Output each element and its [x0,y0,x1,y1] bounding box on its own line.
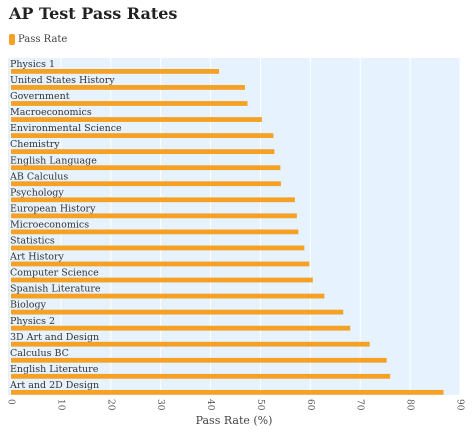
bar-2 [11,101,248,106]
category-label: English Literature [10,364,99,375]
bar-16 [11,325,351,331]
category-label: Government [10,91,70,102]
legend-label: Pass Rate [18,34,68,45]
bar-10 [11,229,299,235]
bar-18 [11,357,387,363]
category-label: United States History [10,75,115,86]
bar-13 [11,277,313,283]
category-label: Physics 2 [10,316,55,327]
bar-0 [11,69,220,74]
category-label: Calculus BC [10,348,69,359]
category-label: Spanish Literature [10,284,101,295]
bar-4 [11,133,274,138]
bar-11 [11,245,305,251]
bar-15 [11,309,344,315]
bar-1 [11,85,245,90]
x-tick-label: 40 [205,399,215,411]
category-label: European History [10,203,96,214]
category-label: AB Calculus [9,171,68,182]
category-label: 3D Art and Design [10,332,99,343]
category-label: Computer Science [10,268,99,279]
category-label: Statistics [10,236,55,247]
plot-background [8,58,460,395]
x-tick-label: 0 [6,399,16,405]
bar-12 [11,261,310,267]
bar-19 [11,373,391,379]
bar-14 [11,293,325,299]
bar-9 [11,213,297,219]
category-label: Art History [9,252,65,263]
chart-title: AP Test Pass Rates [9,4,178,23]
x-tick-label: 70 [355,399,365,411]
bar-20 [11,389,444,395]
bar-8 [11,197,295,203]
category-label: Art and 2D Design [9,380,99,391]
category-label: Environmental Science [10,123,122,134]
category-label: Macroeconomics [10,107,92,118]
x-tick-label: 50 [255,399,265,411]
x-tick-label: 90 [455,399,465,411]
bar-7 [11,181,281,187]
bar-5 [11,149,275,155]
x-tick-label: 10 [55,399,65,411]
x-axis-label: Pass Rate (%) [196,414,273,427]
bar-6 [11,165,281,171]
category-label: Chemistry [10,139,60,150]
category-label: Biology [10,300,47,311]
legend-swatch [9,34,15,45]
category-label: English Language [10,155,97,166]
x-tick-label: 60 [305,399,315,411]
category-label: Physics 1 [10,59,55,70]
x-tick-label: 30 [155,399,165,411]
x-tick-label: 20 [105,399,115,411]
x-tick-label: 80 [405,399,415,411]
bar-17 [11,341,370,347]
category-label: Microeconomics [10,219,89,230]
category-label: Psychology [10,187,64,198]
legend[interactable]: Pass Rate [9,34,67,45]
bar-3 [11,117,262,122]
